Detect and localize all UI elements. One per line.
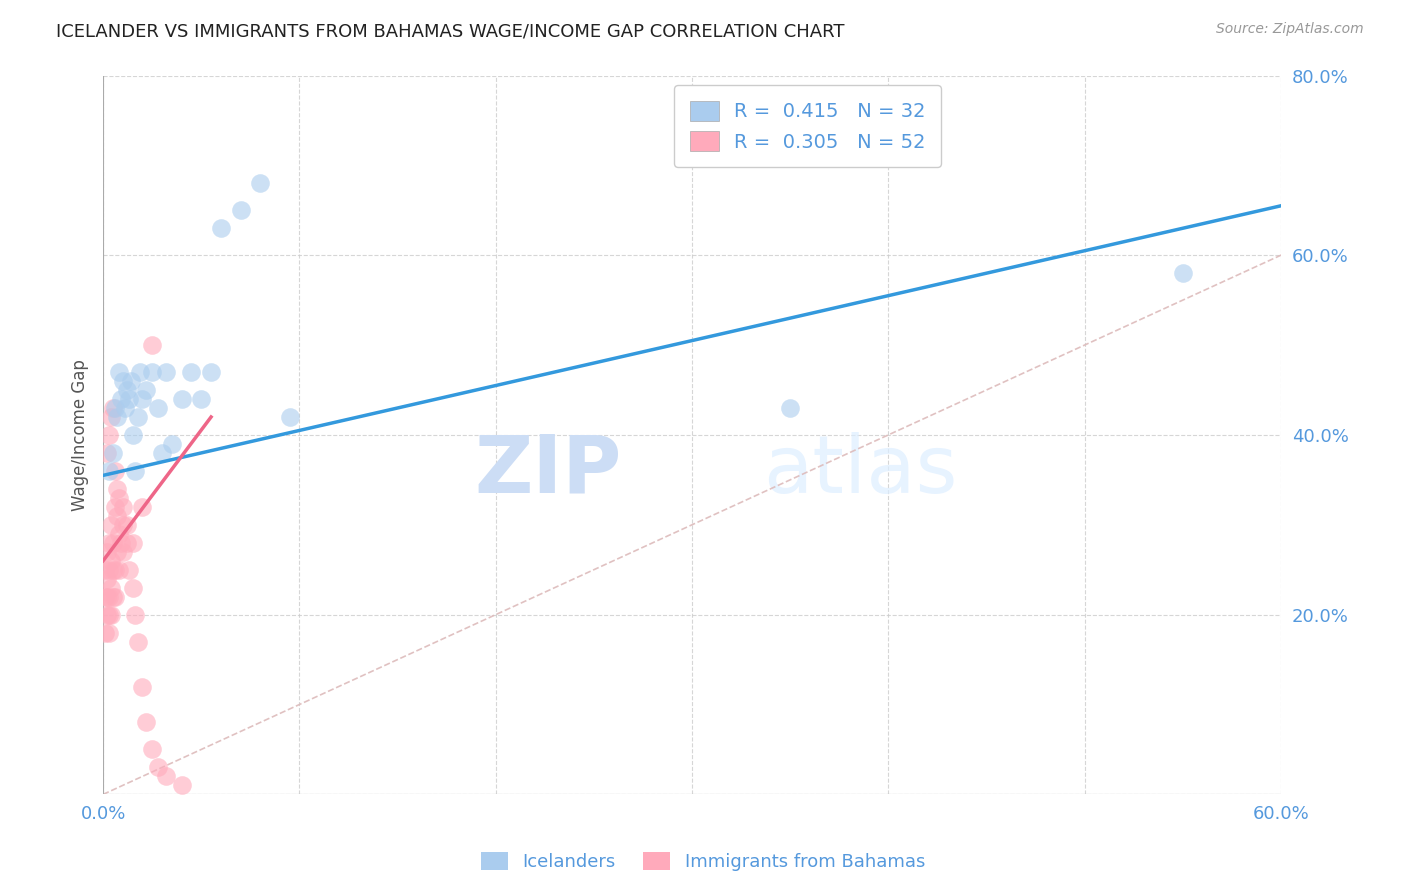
Point <box>135 715 157 730</box>
Point <box>105 508 128 523</box>
Point <box>229 203 252 218</box>
Point <box>131 500 153 514</box>
Point <box>105 482 128 496</box>
Point <box>200 365 222 379</box>
Text: ICELANDER VS IMMIGRANTS FROM BAHAMAS WAGE/INCOME GAP CORRELATION CHART: ICELANDER VS IMMIGRANTS FROM BAHAMAS WAG… <box>56 22 845 40</box>
Point <box>105 545 128 559</box>
Point <box>127 409 149 424</box>
Point <box>155 769 177 783</box>
Point <box>146 760 169 774</box>
Point <box>100 581 122 595</box>
Point <box>115 383 138 397</box>
Point <box>101 535 124 549</box>
Point <box>180 365 202 379</box>
Point <box>146 401 169 415</box>
Point <box>94 625 117 640</box>
Point <box>111 545 134 559</box>
Point <box>98 607 121 622</box>
Point <box>94 563 117 577</box>
Point <box>190 392 212 406</box>
Point <box>779 401 801 415</box>
Point <box>111 517 134 532</box>
Point <box>127 634 149 648</box>
Point <box>129 365 152 379</box>
Point <box>108 526 131 541</box>
Point <box>100 517 122 532</box>
Y-axis label: Wage/Income Gap: Wage/Income Gap <box>72 359 89 511</box>
Point <box>101 563 124 577</box>
Point <box>96 590 118 604</box>
Point <box>104 590 127 604</box>
Text: atlas: atlas <box>762 432 957 510</box>
Point <box>209 221 232 235</box>
Point <box>108 365 131 379</box>
Point <box>155 365 177 379</box>
Point <box>150 446 173 460</box>
Point <box>121 535 143 549</box>
Point <box>100 607 122 622</box>
Point <box>249 177 271 191</box>
Point <box>104 500 127 514</box>
Point <box>96 572 118 586</box>
Point <box>104 401 127 415</box>
Point <box>96 446 118 460</box>
Point <box>108 491 131 505</box>
Point <box>141 338 163 352</box>
Text: Source: ZipAtlas.com: Source: ZipAtlas.com <box>1216 22 1364 37</box>
Point <box>100 409 122 424</box>
Point <box>111 500 134 514</box>
Point <box>100 554 122 568</box>
Point <box>108 563 131 577</box>
Point <box>111 374 134 388</box>
Point <box>141 742 163 756</box>
Point <box>115 517 138 532</box>
Point <box>121 428 143 442</box>
Point <box>98 464 121 478</box>
Point <box>131 680 153 694</box>
Point <box>110 535 132 549</box>
Point <box>98 625 121 640</box>
Point <box>1171 266 1194 280</box>
Point <box>278 409 301 424</box>
Point <box>98 590 121 604</box>
Point <box>96 607 118 622</box>
Point <box>121 581 143 595</box>
Point <box>135 383 157 397</box>
Point <box>114 401 136 415</box>
Point <box>160 437 183 451</box>
Point <box>141 365 163 379</box>
Point <box>98 563 121 577</box>
Point <box>98 428 121 442</box>
Legend: Icelanders, Immigrants from Bahamas: Icelanders, Immigrants from Bahamas <box>474 845 932 879</box>
Point <box>104 563 127 577</box>
Point <box>105 409 128 424</box>
Point <box>117 563 139 577</box>
Point <box>115 535 138 549</box>
Point <box>170 392 193 406</box>
Point <box>94 590 117 604</box>
Point <box>110 392 132 406</box>
Point <box>104 464 127 478</box>
Point <box>101 401 124 415</box>
Legend: R =  0.415   N = 32, R =  0.305   N = 52: R = 0.415 N = 32, R = 0.305 N = 52 <box>673 86 942 167</box>
Text: ZIP: ZIP <box>474 432 621 510</box>
Point <box>120 374 142 388</box>
Point <box>170 778 193 792</box>
Point <box>131 392 153 406</box>
Point <box>124 607 146 622</box>
Point <box>96 545 118 559</box>
Point <box>117 392 139 406</box>
Point <box>101 590 124 604</box>
Point <box>98 535 121 549</box>
Point <box>101 446 124 460</box>
Point <box>124 464 146 478</box>
